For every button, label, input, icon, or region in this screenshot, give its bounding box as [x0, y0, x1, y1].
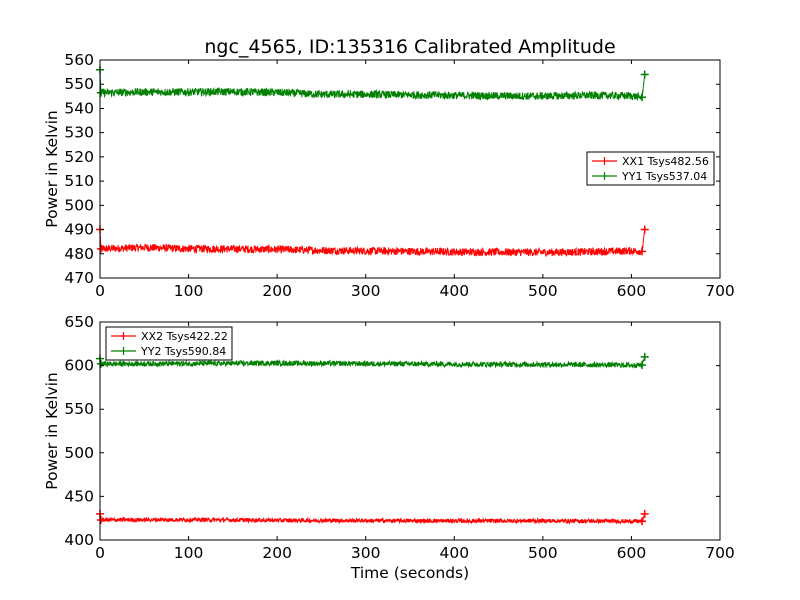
y-tick-label: 560	[64, 51, 94, 69]
series-marker	[638, 517, 647, 526]
legend-swatch	[111, 347, 136, 355]
y-tick-label: 540	[64, 99, 94, 117]
y-tick-label: 480	[64, 245, 94, 263]
legend-entry-label: YY1 Tsys537.04	[621, 170, 707, 183]
x-tick-label: 500	[528, 282, 558, 300]
series-marker	[640, 352, 649, 361]
x-tick-label: 0	[95, 282, 105, 300]
series-marker	[640, 225, 649, 234]
plot-frame	[99, 321, 721, 541]
legend: XX2 Tsys422.22 YY2 Tsys590.84	[105, 326, 233, 361]
legend: XX1 Tsys482.56 YY1 Tsys537.04	[586, 151, 715, 186]
x-tick-label: 100	[174, 544, 204, 562]
series-marker	[638, 93, 647, 102]
series-marker	[96, 359, 105, 368]
y-tick-label: 450	[64, 487, 94, 505]
series-marker	[96, 244, 105, 253]
legend-swatch	[592, 172, 617, 180]
series-marker	[638, 247, 647, 256]
y-tick-label: 520	[64, 148, 94, 166]
x-tick-label: 0	[95, 544, 105, 562]
y-tick-label: 650	[64, 313, 94, 331]
y-tick-label: 600	[64, 357, 94, 375]
legend-frame	[586, 151, 715, 186]
series-line-2	[99, 69, 646, 102]
x-tick-label: 200	[262, 282, 292, 300]
y-tick-label: 470	[64, 269, 94, 287]
legend-entry-label: YY2 Tsys590.84	[140, 345, 226, 358]
chart-title: ngc_4565, ID:135316 Calibrated Amplitude	[204, 36, 615, 58]
series-marker	[96, 515, 105, 524]
y-tick-label: 550	[64, 75, 94, 93]
x-tick-label: 600	[617, 544, 647, 562]
top-plot: 0 100 200 300 400 500 600 700 470 480 490 500 510 520…	[43, 51, 735, 300]
series-marker	[96, 88, 105, 97]
y-tick-label: 500	[64, 444, 94, 462]
legend-frame	[105, 326, 233, 361]
y-tick-label: 500	[64, 196, 94, 214]
y-axis-label: Power in Kelvin	[43, 110, 61, 227]
legend-swatch	[111, 332, 136, 340]
series-marker	[638, 361, 647, 370]
series-marker	[640, 70, 649, 79]
plot-frame	[99, 59, 721, 279]
x-tick-label: 300	[351, 282, 381, 300]
x-tick-label: 600	[617, 282, 647, 300]
x-tick-label: 300	[351, 544, 381, 562]
series-line-2	[99, 356, 646, 369]
x-tick-label: 100	[174, 282, 204, 300]
legend-entry-label: XX1 Tsys482.56	[622, 155, 709, 168]
y-tick-label: 490	[64, 221, 94, 239]
bottom-plot: 0 100 200 300 400 500 600 700 400 450 500 550 600 650…	[43, 313, 735, 562]
x-tick-label: 500	[528, 544, 558, 562]
x-axis-label: Time (seconds)	[350, 564, 469, 582]
y-axis-label: Power in Kelvin	[43, 372, 61, 489]
series-line-1	[99, 229, 646, 258]
x-tick-label: 200	[262, 544, 292, 562]
legend-swatch	[592, 157, 617, 165]
x-tick-label: 400	[439, 544, 469, 562]
y-tick-label: 550	[64, 400, 94, 418]
y-tick-label: 530	[64, 124, 94, 142]
series-line-1	[99, 513, 646, 525]
series-marker	[640, 509, 649, 518]
y-tick-label: 510	[64, 172, 94, 190]
y-tick-label: 400	[64, 531, 94, 549]
x-tick-label: 700	[705, 282, 735, 300]
x-tick-label: 400	[439, 282, 469, 300]
x-tick-label: 700	[705, 544, 735, 562]
legend-entry-label: XX2 Tsys422.22	[141, 330, 228, 343]
